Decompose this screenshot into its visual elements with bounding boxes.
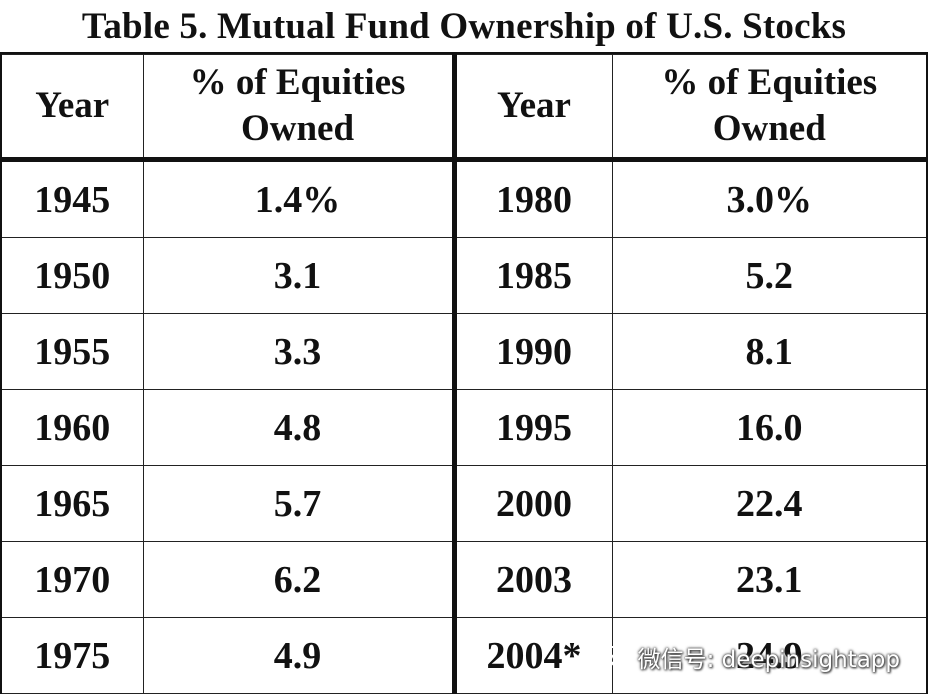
right-year-cell: 2004* — [454, 618, 612, 694]
right-year-cell: 1980 — [454, 160, 612, 238]
left-year-cell: 1965 — [1, 466, 143, 542]
right-pct-cell: 16.0 — [612, 390, 927, 466]
right-year-cell: 1995 — [454, 390, 612, 466]
right-pct-cell: 23.1 — [612, 542, 927, 618]
right-year-cell: 1990 — [454, 314, 612, 390]
ownership-table: Year % of Equities Owned Year % of Equit… — [0, 54, 928, 694]
right-year-cell: 2003 — [454, 542, 612, 618]
table-row: 1955 3.3 1990 8.1 — [1, 314, 927, 390]
header-pct-left: % of Equities Owned — [143, 55, 454, 160]
right-year-cell: 2000 — [454, 466, 612, 542]
right-pct-cell: 22.4 — [612, 466, 927, 542]
left-year-cell: 1950 — [1, 238, 143, 314]
table-title: Table 5. Mutual Fund Ownership of U.S. S… — [0, 0, 928, 54]
left-pct-cell: 1.4% — [143, 160, 454, 238]
table-row: 1965 5.7 2000 22.4 — [1, 466, 927, 542]
left-pct-cell: 3.1 — [143, 238, 454, 314]
table-row: 1970 6.2 2003 23.1 — [1, 542, 927, 618]
left-year-cell: 1945 — [1, 160, 143, 238]
table-row: 1950 3.1 1985 5.2 — [1, 238, 927, 314]
right-pct-cell: 24.9 — [612, 618, 927, 694]
left-year-cell: 1955 — [1, 314, 143, 390]
left-pct-cell: 6.2 — [143, 542, 454, 618]
left-year-cell: 1960 — [1, 390, 143, 466]
left-pct-cell: 4.9 — [143, 618, 454, 694]
left-pct-cell: 5.7 — [143, 466, 454, 542]
header-year-left: Year — [1, 55, 143, 160]
right-pct-cell: 5.2 — [612, 238, 927, 314]
table-row: 1975 4.9 2004* 24.9 — [1, 618, 927, 694]
left-year-cell: 1970 — [1, 542, 143, 618]
header-pct-right-line1: % of Equities — [613, 60, 927, 106]
left-pct-cell: 4.8 — [143, 390, 454, 466]
left-year-cell: 1975 — [1, 618, 143, 694]
table-row: 1945 1.4% 1980 3.0% — [1, 160, 927, 238]
header-pct-left-line2: Owned — [144, 106, 452, 152]
left-pct-cell: 3.3 — [143, 314, 454, 390]
table-row: 1960 4.8 1995 16.0 — [1, 390, 927, 466]
right-pct-cell: 8.1 — [612, 314, 927, 390]
header-pct-right: % of Equities Owned — [612, 55, 927, 160]
right-pct-cell: 3.0% — [612, 160, 927, 238]
right-year-cell: 1985 — [454, 238, 612, 314]
header-year-right: Year — [454, 55, 612, 160]
header-pct-left-line1: % of Equities — [144, 60, 452, 106]
header-row: Year % of Equities Owned Year % of Equit… — [1, 55, 927, 160]
header-pct-right-line2: Owned — [613, 106, 927, 152]
